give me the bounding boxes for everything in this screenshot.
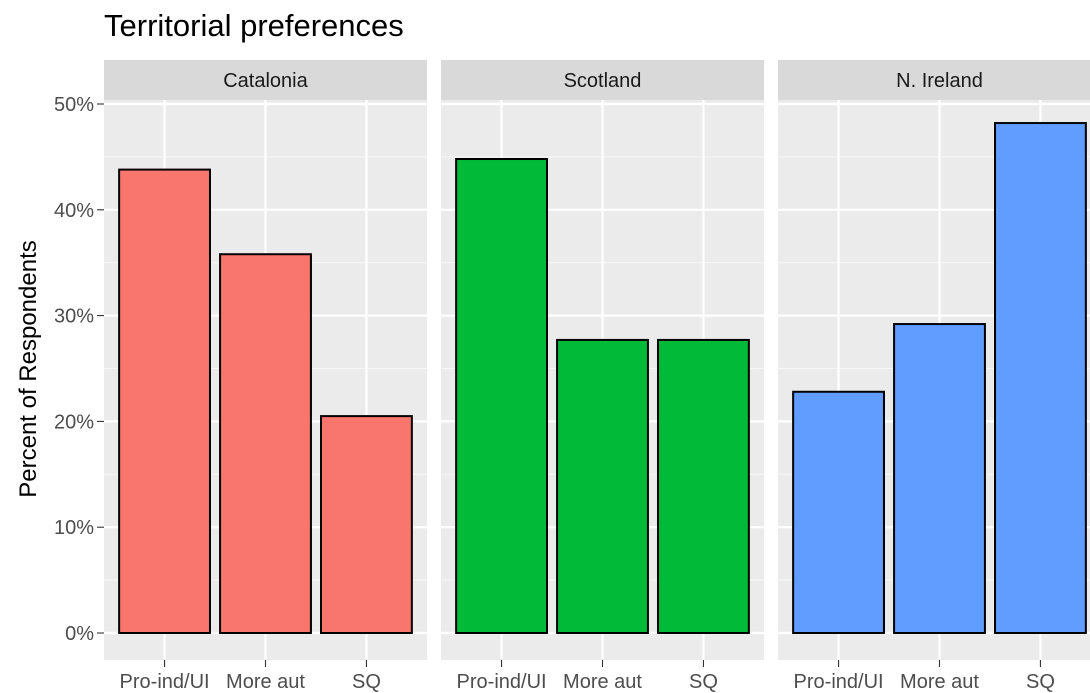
facet-strip-label: Catalonia	[223, 70, 308, 92]
y-tick-label: 50%	[54, 94, 94, 116]
bar	[893, 323, 986, 634]
facet-strip	[778, 60, 1090, 100]
bar	[994, 122, 1087, 634]
y-axis-label: Percent of Respondents	[15, 240, 42, 498]
y-axis: 0% 10% 20% 30% 40% 50%	[54, 94, 104, 645]
x-tick-label: SQ	[1026, 671, 1055, 693]
facet-strip	[441, 60, 764, 100]
facet-strip-label: Scotland	[564, 70, 642, 92]
x-tick-label: More aut	[226, 671, 305, 693]
facet-panels: Catalonia Pro-ind/UI More aut SQ Scotland Pro…	[104, 60, 1090, 693]
x-tick-label: More aut	[900, 671, 979, 693]
chart-title: Territorial preferences	[104, 8, 404, 43]
bar	[320, 415, 413, 634]
bar	[118, 168, 211, 634]
y-tick-label: 20%	[54, 411, 94, 433]
y-tick-label: 40%	[54, 200, 94, 222]
x-tick-label: More aut	[563, 671, 642, 693]
facet-panel: Scotland Pro-ind/UI More aut SQ	[441, 60, 764, 693]
x-tick-label: SQ	[352, 671, 381, 693]
y-tick-label: 30%	[54, 306, 94, 328]
x-tick-label: SQ	[689, 671, 718, 693]
y-tick-label: 10%	[54, 517, 94, 539]
bar	[556, 338, 649, 634]
x-tick-label: Pro-ind/UI	[457, 671, 547, 693]
facet-panel: N. Ireland Pro-ind/UI More aut SQ	[778, 60, 1090, 693]
x-tick-label: Pro-ind/UI	[120, 671, 210, 693]
facet-strip-label: N. Ireland	[896, 70, 983, 92]
bar	[792, 390, 885, 634]
y-tick-label: 0%	[65, 623, 94, 645]
bar	[455, 158, 548, 635]
bar	[219, 253, 312, 634]
x-tick-label: Pro-ind/UI	[794, 671, 884, 693]
facet-panel: Catalonia Pro-ind/UI More aut SQ	[104, 60, 427, 693]
facet-strip	[104, 60, 427, 100]
bar	[657, 338, 750, 634]
